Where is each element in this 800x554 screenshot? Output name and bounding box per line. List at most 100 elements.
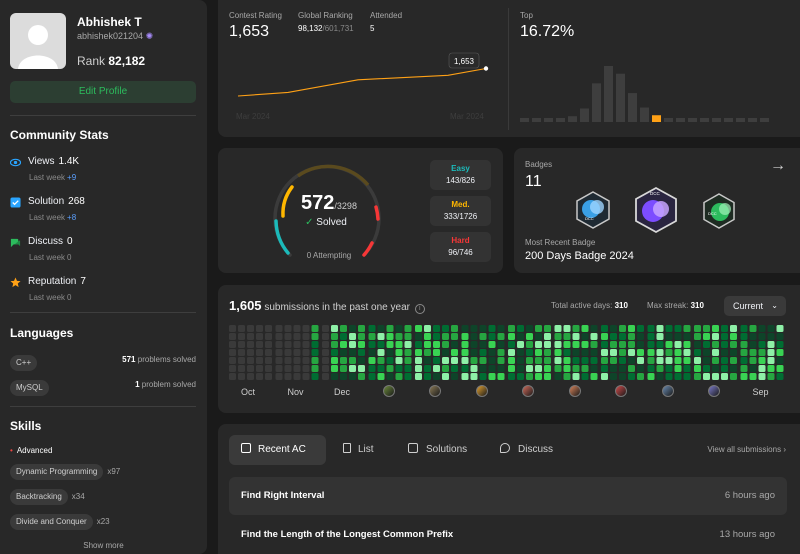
heatmap-cell[interactable] — [386, 365, 394, 372]
histogram-bar[interactable] — [688, 118, 697, 122]
heatmap-cell[interactable] — [368, 341, 376, 348]
heatmap-cell[interactable] — [229, 349, 236, 356]
heatmap-cell[interactable] — [526, 325, 533, 332]
heatmap-cell[interactable] — [517, 373, 524, 380]
histogram-bar[interactable] — [520, 118, 529, 122]
heatmap-cell[interactable] — [517, 333, 524, 340]
heatmap-cell[interactable] — [433, 341, 440, 348]
heatmap-cell[interactable] — [479, 333, 487, 340]
heatmap-cell[interactable] — [470, 325, 478, 332]
heatmap-cell[interactable] — [395, 341, 403, 348]
heatmap-cell[interactable] — [628, 325, 635, 332]
histogram-bar[interactable] — [532, 118, 541, 122]
heatmap-cell[interactable] — [461, 333, 469, 340]
heatmap-cell[interactable] — [619, 333, 626, 340]
heatmap-cell[interactable] — [488, 349, 496, 356]
heatmap-cell[interactable] — [349, 373, 356, 380]
heatmap-cell[interactable] — [563, 349, 571, 356]
heatmap-cell[interactable] — [563, 373, 571, 380]
heatmap-cell[interactable] — [628, 333, 635, 340]
heatmap-cell[interactable] — [424, 357, 431, 364]
heatmap-cell[interactable] — [404, 349, 412, 356]
heatmap-cell[interactable] — [368, 373, 376, 380]
heatmap-cell[interactable] — [508, 333, 515, 340]
heatmap-cell[interactable] — [601, 325, 608, 332]
heatmap-cell[interactable] — [229, 373, 236, 380]
heatmap-cell[interactable] — [535, 349, 542, 356]
heatmap-cell[interactable] — [358, 365, 365, 372]
heatmap-cell[interactable] — [302, 333, 310, 340]
heatmap-cell[interactable] — [461, 373, 469, 380]
heatmap-cell[interactable] — [683, 333, 691, 340]
skill-tag[interactable]: Backtracking — [10, 489, 68, 505]
heatmap-cell[interactable] — [442, 325, 449, 332]
heatmap-cell[interactable] — [610, 349, 617, 356]
heatmap-cell[interactable] — [302, 373, 310, 380]
heatmap-cell[interactable] — [479, 373, 487, 380]
heatmap-cell[interactable] — [647, 373, 655, 380]
badge-200-days[interactable]: DCC — [633, 186, 679, 234]
heatmap-cell[interactable] — [377, 349, 385, 356]
monthly-badge-icon[interactable] — [475, 385, 488, 397]
tab-list[interactable]: List — [343, 435, 393, 465]
heatmap-cell[interactable] — [590, 349, 598, 356]
skill-tag[interactable]: Divide and Conquer — [10, 514, 93, 530]
heatmap-cell[interactable] — [517, 341, 524, 348]
heatmap-cell[interactable] — [229, 357, 236, 364]
heatmap-cell[interactable] — [395, 365, 403, 372]
heatmap-cell[interactable] — [302, 341, 310, 348]
heatmap-cell[interactable] — [610, 333, 617, 340]
monthly-badge-icon[interactable] — [522, 385, 534, 397]
heatmap-cell[interactable] — [386, 341, 394, 348]
heatmap-cell[interactable] — [758, 373, 766, 380]
heatmap-cell[interactable] — [322, 341, 329, 348]
heatmap-cell[interactable] — [674, 373, 682, 380]
arrow-right-icon[interactable]: → — [770, 157, 786, 174]
heatmap-cell[interactable] — [619, 373, 626, 380]
heatmap-cell[interactable] — [256, 357, 263, 364]
heatmap-cell[interactable] — [275, 357, 283, 364]
heatmap-cell[interactable] — [424, 341, 431, 348]
heatmap-cell[interactable] — [238, 373, 245, 380]
heatmap-cell[interactable] — [703, 341, 710, 348]
heatmap-cell[interactable] — [581, 349, 589, 356]
heatmap-cell[interactable] — [683, 365, 691, 372]
heatmap-cell[interactable] — [415, 365, 422, 372]
heatmap-cell[interactable] — [581, 357, 589, 364]
heatmap-cell[interactable] — [479, 349, 487, 356]
heatmap-cell[interactable] — [247, 349, 254, 356]
heatmap-cell[interactable] — [479, 341, 487, 348]
heatmap-cell[interactable] — [265, 341, 272, 348]
heatmap-cell[interactable] — [238, 349, 245, 356]
histogram-bar[interactable] — [568, 116, 577, 122]
heatmap-cell[interactable] — [265, 365, 272, 372]
heatmap-cell[interactable] — [368, 333, 376, 340]
heatmap-cell[interactable] — [284, 325, 292, 332]
heatmap-cell[interactable] — [665, 349, 673, 356]
heatmap-cell[interactable] — [619, 325, 626, 332]
heatmap-cell[interactable] — [758, 357, 766, 364]
heatmap-cell[interactable] — [758, 365, 766, 372]
info-icon[interactable]: i — [414, 304, 425, 314]
heatmap-cell[interactable] — [703, 325, 710, 332]
heatmap-cell[interactable] — [451, 325, 458, 332]
heatmap-cell[interactable] — [628, 349, 635, 356]
heatmap-cell[interactable] — [275, 325, 283, 332]
heatmap-cell[interactable] — [451, 341, 458, 348]
heatmap-cell[interactable] — [247, 365, 254, 372]
heatmap-cell[interactable] — [674, 333, 682, 340]
heatmap-cell[interactable] — [712, 349, 719, 356]
heatmap-cell[interactable] — [721, 341, 728, 348]
heatmap-cell[interactable] — [497, 325, 505, 332]
tab-discuss[interactable]: Discuss — [500, 435, 570, 465]
heatmap-cell[interactable] — [563, 325, 571, 332]
heatmap-cell[interactable] — [331, 365, 338, 372]
heatmap-cell[interactable] — [740, 365, 748, 372]
heatmap-cell[interactable] — [740, 333, 748, 340]
heatmap-cell[interactable] — [767, 333, 775, 340]
heatmap-cell[interactable] — [311, 365, 319, 372]
heatmap-cell[interactable] — [442, 341, 449, 348]
heatmap-cell[interactable] — [730, 373, 737, 380]
heatmap-cell[interactable] — [331, 325, 338, 332]
heatmap-cell[interactable] — [386, 325, 394, 332]
